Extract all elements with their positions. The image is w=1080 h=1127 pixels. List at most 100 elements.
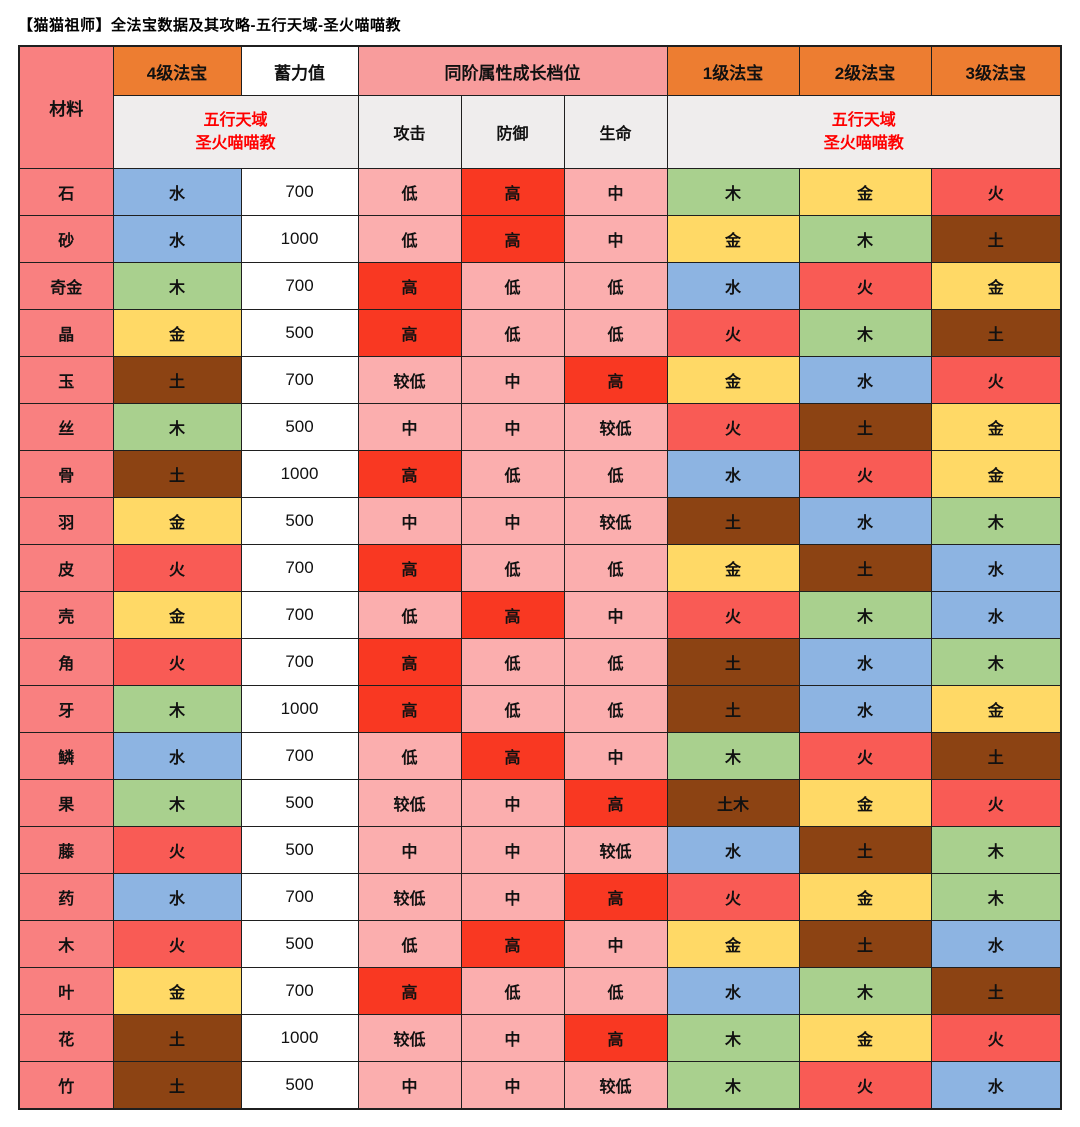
lv1-element-cell: 木	[666, 1061, 800, 1110]
lv4-element-cell: 木	[112, 779, 242, 827]
lv1-element-cell: 水	[666, 450, 800, 498]
lv3-element-cell: 火	[930, 779, 1062, 827]
attack-rating-cell: 中	[357, 497, 462, 545]
defense-rating-cell: 中	[460, 873, 565, 921]
table-row: 玉土 700 较低中高金水火	[18, 356, 1062, 404]
material-cell: 果	[18, 779, 114, 827]
realm-line-1: 五行天域	[203, 111, 268, 129]
attack-rating-cell: 高	[357, 967, 462, 1015]
charge-cell: 500	[240, 779, 359, 827]
lv2-element-cell: 火	[798, 262, 932, 310]
lv4-element-cell: 木	[112, 262, 242, 310]
life-rating-cell: 低	[563, 309, 668, 357]
lv3-element-cell: 水	[930, 920, 1062, 968]
lv4-element-cell: 水	[112, 168, 242, 216]
lv1-element-cell: 金	[666, 215, 800, 263]
lv4-element-cell: 水	[112, 732, 242, 780]
defense-rating-cell: 低	[460, 967, 565, 1015]
lv3-element-cell: 金	[930, 685, 1062, 733]
charge-cell: 700	[240, 262, 359, 310]
lv1-element-cell: 火	[666, 591, 800, 639]
attack-rating-cell: 高	[357, 685, 462, 733]
life-rating-cell: 低	[563, 544, 668, 592]
lv3-element-cell: 水	[930, 1061, 1062, 1110]
lv4-element-cell: 土	[112, 450, 242, 498]
col-header-defense: 防御	[460, 95, 565, 169]
table-row: 叶金 700 高低低水木土	[18, 967, 1062, 1015]
lv2-element-cell: 火	[798, 1061, 932, 1110]
attack-rating-cell: 低	[357, 168, 462, 216]
charge-cell: 1000	[240, 1014, 359, 1062]
lv1-element-cell: 木	[666, 168, 800, 216]
table-row: 皮火 700 高低低金土水	[18, 544, 1062, 592]
attack-rating-cell: 低	[357, 215, 462, 263]
material-cell: 角	[18, 638, 114, 686]
lv4-element-cell: 土	[112, 356, 242, 404]
lv3-element-cell: 金	[930, 403, 1062, 451]
material-cell: 叶	[18, 967, 114, 1015]
lv2-element-cell: 金	[798, 873, 932, 921]
life-rating-cell: 高	[563, 779, 668, 827]
lv2-element-cell: 金	[798, 168, 932, 216]
realm-label-right: 五行天域 圣火喵喵教	[666, 95, 1062, 169]
life-rating-cell: 较低	[563, 826, 668, 874]
table-row: 丝木 500 中中较低火土金	[18, 403, 1062, 451]
material-cell: 砂	[18, 215, 114, 263]
defense-rating-cell: 中	[460, 1014, 565, 1062]
table-row: 果木 500 较低中高土木金火	[18, 779, 1062, 827]
charge-cell: 700	[240, 544, 359, 592]
lv3-element-cell: 土	[930, 309, 1062, 357]
realm-line-2: 圣火喵喵教	[823, 135, 904, 152]
life-rating-cell: 高	[563, 356, 668, 404]
table-row: 晶金 500 高低低火木土	[18, 309, 1062, 357]
defense-rating-cell: 高	[460, 168, 565, 216]
lv1-element-cell: 金	[666, 544, 800, 592]
lv4-element-cell: 金	[112, 967, 242, 1015]
lv4-element-cell: 水	[112, 215, 242, 263]
lv2-element-cell: 水	[798, 685, 932, 733]
lv2-element-cell: 土	[798, 403, 932, 451]
lv1-element-cell: 木	[666, 1014, 800, 1062]
table-row: 角火 700 高低低土水木	[18, 638, 1062, 686]
charge-cell: 700	[240, 168, 359, 216]
attack-rating-cell: 较低	[357, 356, 462, 404]
lv1-element-cell: 火	[666, 403, 800, 451]
lv3-element-cell: 水	[930, 544, 1062, 592]
charge-cell: 700	[240, 356, 359, 404]
lv4-element-cell: 木	[112, 685, 242, 733]
lv2-element-cell: 金	[798, 1014, 932, 1062]
material-cell: 玉	[18, 356, 114, 404]
col-header-lv3: 3级法宝	[930, 45, 1062, 96]
lv3-element-cell: 木	[930, 497, 1062, 545]
life-rating-cell: 高	[563, 1014, 668, 1062]
life-rating-cell: 较低	[563, 497, 668, 545]
defense-rating-cell: 中	[460, 826, 565, 874]
col-header-material: 材料	[18, 45, 114, 169]
lv1-element-cell: 水	[666, 262, 800, 310]
attack-rating-cell: 低	[357, 732, 462, 780]
table-row: 鳞水 700 低高中木火土	[18, 732, 1062, 780]
lv2-element-cell: 水	[798, 638, 932, 686]
lv3-element-cell: 土	[930, 732, 1062, 780]
charge-cell: 500	[240, 403, 359, 451]
defense-rating-cell: 中	[460, 403, 565, 451]
lv3-element-cell: 水	[930, 591, 1062, 639]
material-cell: 羽	[18, 497, 114, 545]
lv4-element-cell: 水	[112, 873, 242, 921]
attack-rating-cell: 中	[357, 826, 462, 874]
lv3-element-cell: 火	[930, 1014, 1062, 1062]
realm-line-2: 圣火喵喵教	[195, 135, 276, 152]
defense-rating-cell: 高	[460, 591, 565, 639]
material-cell: 皮	[18, 544, 114, 592]
page-title: 【猫猫祖师】全法宝数据及其攻略-五行天域-圣火喵喵教	[18, 17, 401, 34]
table-row: 藤火 500 中中较低水土木	[18, 826, 1062, 874]
attack-rating-cell: 高	[357, 309, 462, 357]
table-row: 花土 1000 较低中高木金火	[18, 1014, 1062, 1062]
lv3-element-cell: 火	[930, 168, 1062, 216]
material-cell: 丝	[18, 403, 114, 451]
charge-cell: 500	[240, 309, 359, 357]
material-cell: 壳	[18, 591, 114, 639]
table-row: 药水 700 较低中高火金木	[18, 873, 1062, 921]
lv1-element-cell: 土	[666, 638, 800, 686]
